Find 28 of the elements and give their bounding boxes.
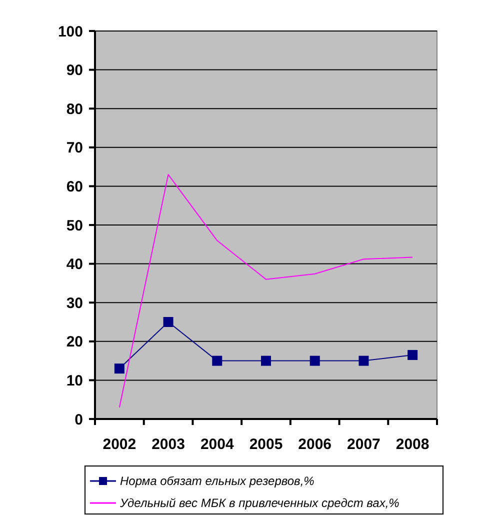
y-tick-label: 100 <box>58 23 83 40</box>
x-tick-label: 2004 <box>200 436 234 453</box>
x-tick-label: 2005 <box>249 436 283 453</box>
point <box>408 350 418 360</box>
y-tick-label: 90 <box>66 62 83 80</box>
y-tick-label: 50 <box>66 217 83 234</box>
line-series <box>118 174 414 408</box>
y-tick-label: 20 <box>66 334 83 351</box>
y-tick-label: 40 <box>66 256 83 274</box>
x-tick-label: 2007 <box>347 436 380 453</box>
y-tick-label: 80 <box>66 100 83 118</box>
point <box>261 356 271 366</box>
legend-label: Норма обязат ельных резервов,% <box>120 474 315 488</box>
y-tick-label: 30 <box>66 294 83 312</box>
x-tick-label: 2008 <box>396 436 430 453</box>
point <box>212 356 222 366</box>
point <box>310 356 320 366</box>
x-tick-label: 2006 <box>298 436 332 453</box>
point <box>114 364 124 374</box>
legend-label: Удельный вес МБК в привлеченных средст вах,% <box>119 496 400 510</box>
x-tick-label: 2003 <box>152 436 185 453</box>
x-tick-label: 2002 <box>102 436 136 453</box>
y-tick-label: 60 <box>66 178 83 196</box>
y-tick-label: 0 <box>74 411 83 428</box>
point <box>163 317 174 327</box>
point <box>358 356 369 366</box>
y-tick-label: 10 <box>66 372 83 390</box>
y-tick-label: 70 <box>66 140 83 157</box>
